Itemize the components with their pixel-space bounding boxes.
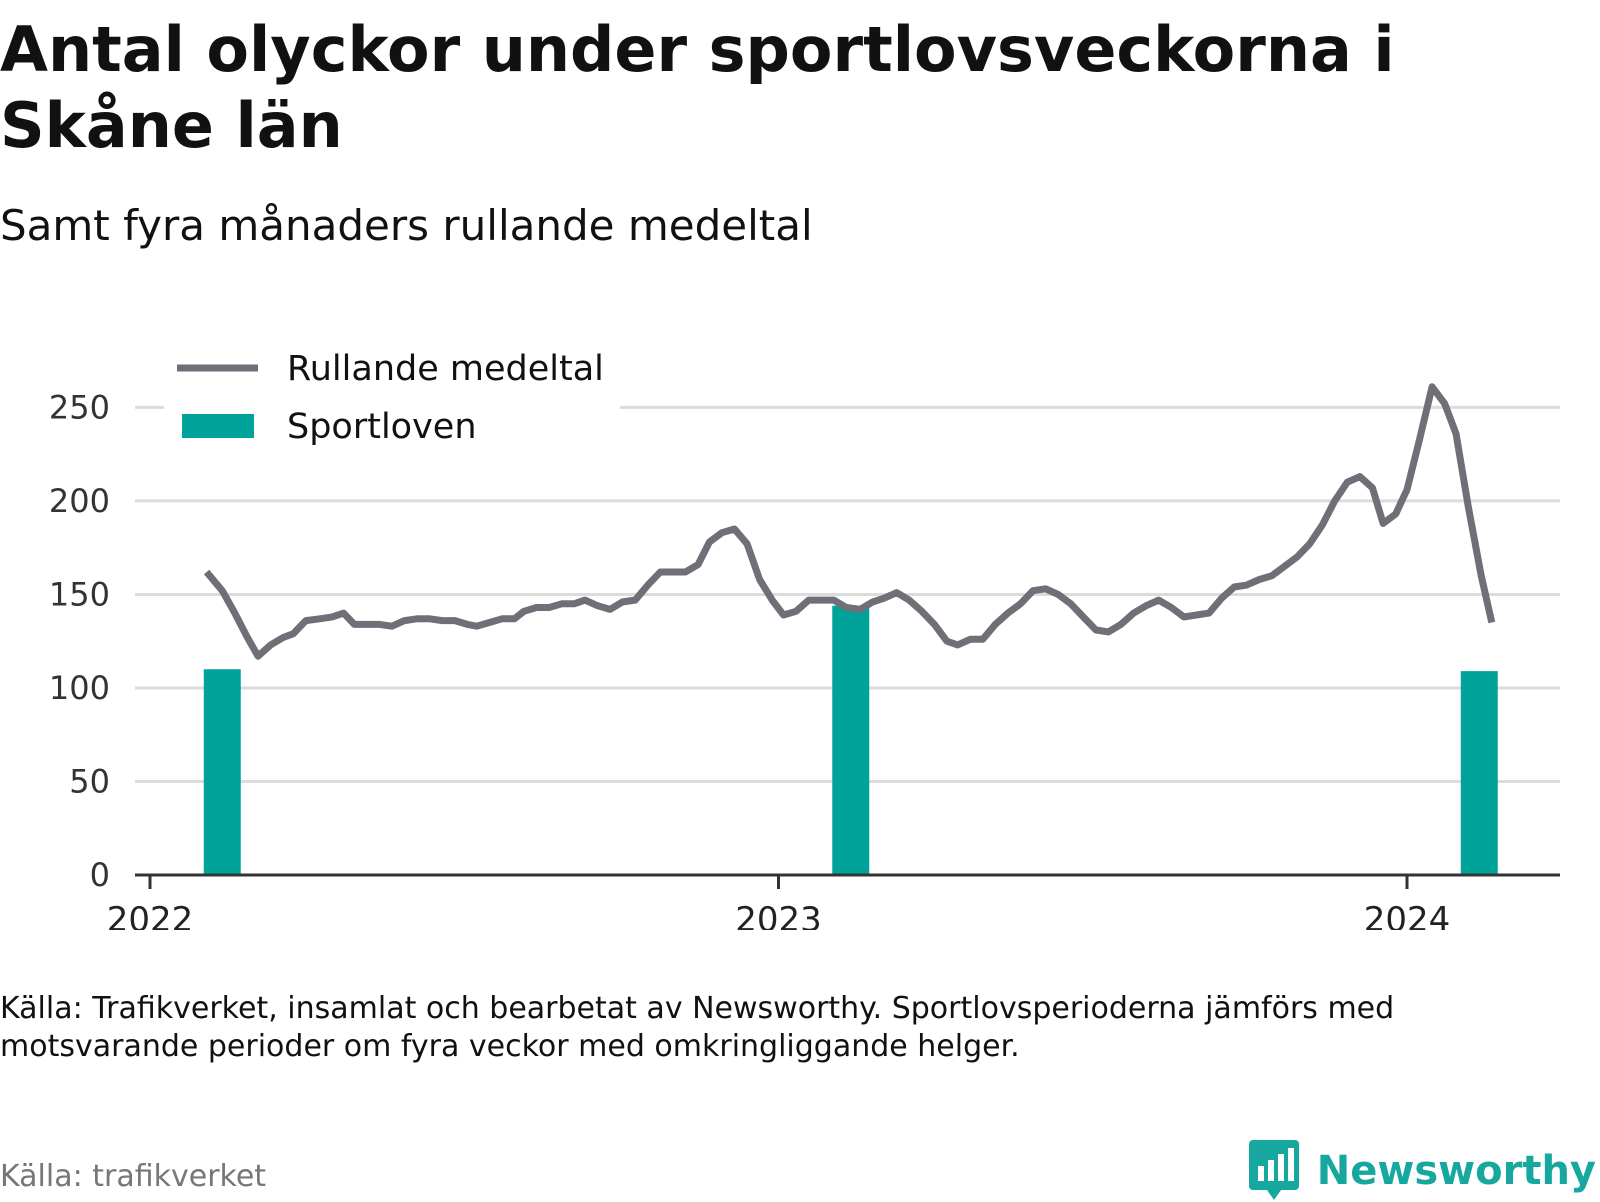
bar-sportloven [1460,671,1498,875]
line-rullande-medeltal [203,383,1496,660]
legend-label: Rullande medeltal [287,349,604,389]
y-tick-label: 200 [49,482,110,520]
axes: 0 50 100 150 200 250 2022 2023 2024 [49,388,1560,930]
legend-label: Sportloven [287,407,477,447]
source-note: Källa: Trafikverket, insamlat och bearbe… [0,991,1395,1064]
y-tick-label: 50 [69,762,110,800]
line-series-rullande-medeltal [203,383,1496,660]
y-tick-label: 250 [49,388,110,426]
y-tick-label: 100 [49,669,110,707]
x-tick-label: 2023 [735,900,822,930]
legend: Rullande medeltal Sportloven [164,330,620,448]
chart-area: 0 50 100 150 200 250 2022 2023 2024 Rullande med… [49,330,1560,930]
x-tick-label: 2024 [1364,900,1451,930]
legend-swatch-bar [182,414,254,438]
newsworthy-logo-icon [1248,1140,1299,1200]
bar-sportloven [832,605,870,875]
brand-name: Newsworthy [1316,1148,1596,1194]
bar-series-sportloven [203,605,1498,875]
y-tick-label: 0 [90,856,110,894]
brand-logo: Newsworthy [1248,1140,1596,1202]
y-tick-label: 150 [49,575,110,613]
credit-text: Källa: trafikverket [0,1159,267,1194]
chart-title: Antal olyckor under sportlovsveckorna i … [0,13,1395,162]
x-tick-label: 2022 [107,900,194,930]
bar-sportloven [203,669,241,875]
chart-subtitle: Samt fyra månaders rullande medeltal [0,201,813,250]
